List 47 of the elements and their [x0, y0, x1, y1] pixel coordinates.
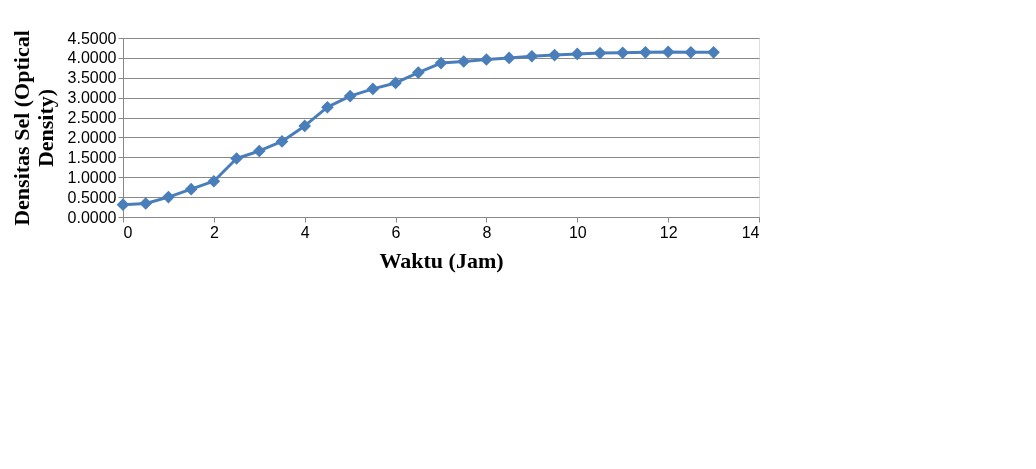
- x-tick-label: 10: [568, 223, 587, 241]
- x-tick-label: 12: [659, 223, 678, 241]
- point: [570, 47, 584, 61]
- point: [298, 119, 312, 133]
- point: [616, 46, 630, 60]
- point: [139, 197, 153, 210]
- y-tick-label: 0.5000: [67, 188, 117, 206]
- point: [389, 76, 402, 90]
- point: [207, 174, 221, 188]
- point: [684, 45, 698, 59]
- y-tick-label: 1.0000: [67, 168, 117, 186]
- point: [434, 56, 448, 70]
- x-tick-label: 4: [300, 223, 310, 241]
- y-tick-label: 4.5000: [67, 29, 117, 47]
- y-tick-label: 0.0000: [67, 208, 117, 226]
- point: [457, 55, 471, 68]
- point: [411, 66, 425, 79]
- point: [275, 135, 289, 148]
- point: [162, 190, 175, 204]
- point: [252, 144, 266, 158]
- point: [116, 198, 130, 211]
- point: [707, 45, 720, 59]
- point: [639, 45, 652, 59]
- point: [230, 152, 243, 165]
- point: [184, 182, 198, 196]
- x-tick-label: 6: [391, 223, 401, 241]
- x-axis-title: Waktu (Jam): [379, 247, 504, 273]
- point: [480, 53, 493, 66]
- point: [321, 100, 334, 114]
- point: [366, 82, 380, 96]
- y-tick-label: 2.5000: [67, 109, 117, 127]
- y-axis-title: Densitas Sel (Optical Density): [8, 30, 58, 226]
- y-tick-label: 2.0000: [67, 128, 117, 146]
- point: [661, 45, 675, 59]
- y-tick-label: 3.5000: [67, 69, 117, 87]
- x-tick-label: 2: [209, 223, 219, 241]
- point: [548, 48, 561, 62]
- y-tick-label: 4.0000: [67, 49, 117, 67]
- point: [593, 46, 607, 60]
- x-tick-label: 14: [741, 223, 760, 241]
- y-tick-label: 1.5000: [67, 148, 117, 166]
- y-tick-label: 3.0000: [67, 89, 117, 107]
- point: [343, 89, 357, 103]
- point: [525, 49, 539, 63]
- point: [502, 51, 516, 65]
- x-tick-label: 8: [482, 223, 492, 241]
- x-tick-label: 0: [123, 223, 133, 241]
